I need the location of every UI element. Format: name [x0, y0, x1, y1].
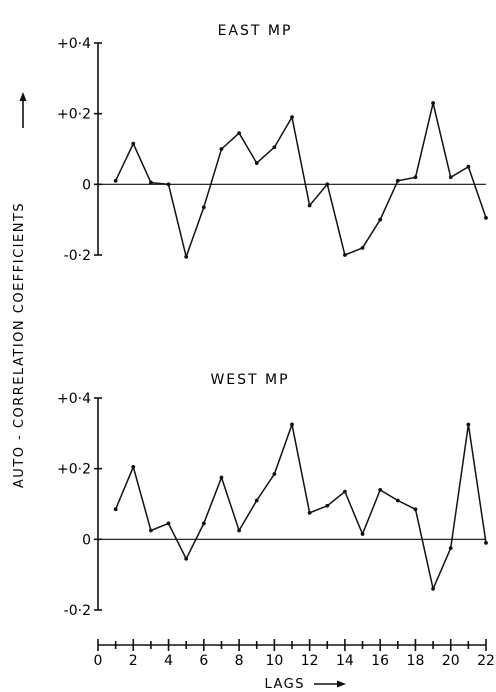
east-series-line: [114, 102, 487, 260]
west-series-line: [114, 421, 487, 592]
x-axis: 0 2 4 6 8 10 12 14 16 18 20 22: [94, 639, 495, 669]
west-data-point: [448, 546, 453, 551]
x-tick-label: 10: [265, 653, 283, 669]
west-data-point: [131, 465, 136, 469]
west-data-point: [290, 422, 294, 427]
east-data-point: [378, 217, 383, 222]
east-y-tick-label: +0·4: [57, 36, 91, 52]
east-data-point: [131, 141, 136, 146]
x-tick-label: 22: [477, 653, 495, 669]
x-tick-label: 16: [371, 653, 389, 669]
east-y-tick-label: 0: [82, 177, 91, 193]
x-tick-label: 12: [301, 653, 319, 669]
east-data-point: [290, 115, 294, 120]
x-axis-title: LAGS: [264, 677, 305, 692]
west-data-point: [113, 507, 118, 512]
x-tick-label: 14: [336, 653, 354, 669]
x-axis-arrowhead: [337, 680, 346, 688]
east-data-point: [343, 253, 347, 257]
east-data-point: [413, 175, 418, 180]
east-data-point: [448, 175, 453, 180]
east-data-point: [219, 147, 224, 151]
east-data-point: [254, 161, 259, 166]
west-data-point: [272, 472, 277, 476]
west-y-tick-label: +0·4: [57, 391, 91, 407]
east-data-point: [325, 182, 330, 187]
west-data-point: [166, 521, 171, 526]
west-data-point: [201, 521, 206, 526]
west-data-point: [378, 487, 383, 492]
east-panel-title: EAST MP: [218, 23, 293, 39]
west-data-point: [343, 489, 347, 494]
x-tick-label: 8: [235, 653, 244, 669]
west-data-point: [395, 498, 400, 503]
west-y-tick-label: -0·2: [64, 603, 91, 619]
x-tick-label: 6: [199, 653, 208, 669]
west-data-point: [466, 422, 471, 427]
west-panel-title: WEST MP: [210, 372, 289, 388]
west-data-point: [237, 528, 241, 533]
west-data-point: [184, 556, 189, 561]
east-data-point: [184, 254, 189, 259]
x-tick-label: 20: [442, 653, 460, 669]
west-data-point: [413, 507, 418, 512]
west-panel: WEST MP +0·4 +0·2 0 -0·2: [57, 372, 488, 619]
x-tick-label: 0: [94, 653, 103, 669]
west-data-point: [149, 528, 153, 533]
west-data-point: [484, 540, 488, 545]
x-tick-label: 2: [129, 653, 138, 669]
x-tick-label: 4: [164, 653, 173, 669]
west-data-point: [307, 510, 312, 515]
axis-arrows: [19, 92, 346, 688]
east-data-point: [484, 216, 488, 220]
west-data-point: [325, 503, 330, 508]
east-data-point: [360, 246, 365, 250]
east-data-point: [201, 205, 206, 210]
west-data-point: [360, 532, 365, 536]
west-y-tick-label: 0: [82, 532, 91, 548]
east-y-tick-label: +0·2: [57, 107, 91, 123]
east-data-point: [272, 145, 277, 150]
east-panel: EAST MP +0·4 +0·2 0 -0·2: [57, 23, 488, 264]
x-tick-label: 18: [407, 653, 425, 669]
east-data-point: [395, 178, 400, 183]
east-data-point: [237, 131, 241, 136]
east-data-point: [166, 182, 171, 187]
east-data-point: [466, 164, 471, 169]
east-data-point: [113, 178, 118, 183]
east-data-point: [431, 101, 435, 105]
east-y-tick-label: -0·2: [64, 248, 91, 264]
east-data-point: [149, 180, 153, 185]
west-data-point: [431, 586, 435, 591]
y-axis-arrowhead: [19, 92, 27, 101]
west-data-point: [254, 498, 259, 503]
west-y-tick-label: +0·2: [57, 462, 91, 478]
west-data-point: [219, 475, 224, 480]
east-data-point: [307, 203, 312, 208]
y-axis-title: AUTO - CORRELATION COEFFICIENTS: [12, 202, 27, 488]
